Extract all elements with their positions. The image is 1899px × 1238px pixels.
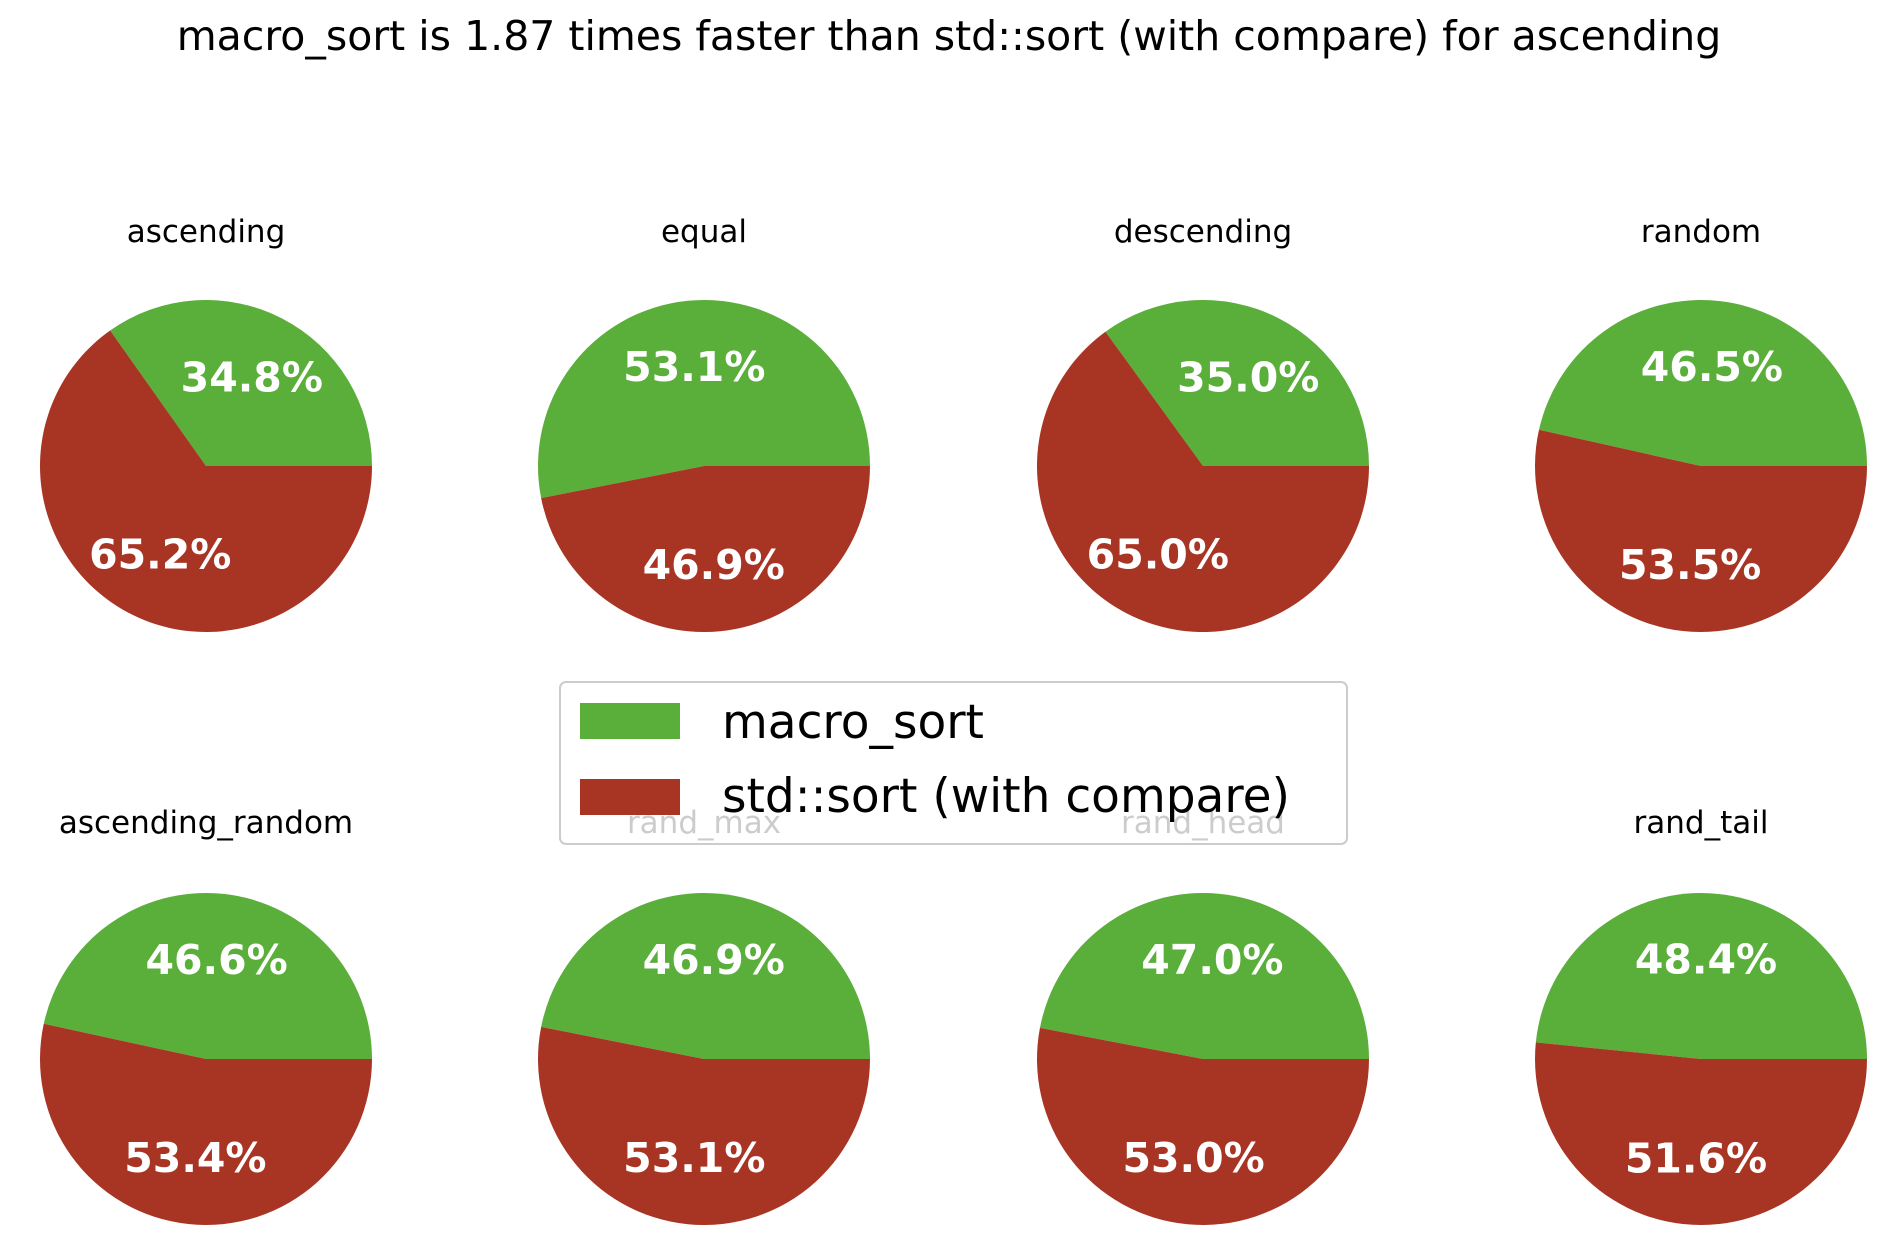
pie-slice-label: 48.4% — [1635, 936, 1777, 984]
pie-slice-label: 53.0% — [1122, 1134, 1264, 1182]
pie-title: random — [1641, 214, 1761, 250]
pie-slice-label: 51.6% — [1625, 1135, 1767, 1183]
pie-slice-macro-sort — [1539, 300, 1867, 466]
legend-frame — [559, 681, 1348, 845]
pie-slice-std-sort-with-compare — [537, 1026, 870, 1226]
pie-slice-label: 53.1% — [623, 343, 765, 391]
pie-slice-std-sort-with-compare — [39, 330, 372, 633]
pie-slice-macro-sort — [537, 299, 870, 499]
pie-title: descending — [1114, 214, 1292, 250]
pie-slice-std-sort-with-compare — [1036, 331, 1369, 632]
pie-slice-label: 65.0% — [1087, 531, 1229, 579]
legend-swatch-std-sort — [580, 779, 680, 815]
pie-slice-label: 34.8% — [181, 354, 323, 402]
pie-slice-std-sort-with-compare — [1036, 1027, 1369, 1225]
legend-label-macro-sort: macro_sort — [722, 695, 984, 750]
legend-label-std-sort: std::sort (with compare) — [722, 769, 1290, 824]
pie-slice-std-sort-with-compare — [1535, 1042, 1867, 1226]
pie-slice-label: 35.0% — [1177, 353, 1319, 401]
pie-slice-macro-sort — [1105, 299, 1369, 466]
pie-title: ascending — [127, 214, 286, 250]
pie-slice-macro-sort — [43, 892, 373, 1059]
pie-slice-label: 46.9% — [643, 936, 785, 984]
pie-rand-tail: rand_tail 48.4% 51.6% — [1535, 805, 1867, 1226]
pie-title: ascending_random — [59, 805, 353, 841]
pie-slice-macro-sort — [1535, 893, 1867, 1059]
pie-ascending: ascending 34.8% 65.2% — [39, 214, 373, 633]
pie-slice-std-sort-with-compare — [541, 466, 870, 632]
pie-slice-label: 46.5% — [1641, 343, 1783, 391]
pie-equal: equal 53.1% 46.9% — [537, 214, 870, 632]
pie-slice-std-sort-with-compare — [39, 1023, 373, 1225]
legend-swatch-macro-sort — [580, 703, 680, 739]
pie-slice-label: 46.6% — [145, 936, 287, 984]
pie-slice-macro-sort — [110, 300, 373, 466]
pie-title: rand_tail — [1634, 805, 1769, 841]
pie-slice-label: 46.9% — [643, 541, 785, 589]
pie-slice-macro-sort — [1039, 892, 1369, 1059]
pie-descending: descending 35.0% 65.0% — [1036, 214, 1369, 632]
pie-rand-head: rand_head47.0%53.0% — [1036, 805, 1369, 1225]
pie-slice-label: 53.5% — [1619, 541, 1761, 589]
legend: macro_sort std::sort (with compare) — [559, 681, 1348, 845]
pie-slice-std-sort-with-compare — [1534, 429, 1867, 633]
pie-rand-max: rand_max46.9%53.1% — [537, 805, 870, 1226]
pie-ascending-random: ascending_random 46.6% 53.4% — [39, 805, 373, 1225]
pie-slice-macro-sort — [541, 893, 870, 1059]
pie-slice-label: 47.0% — [1141, 936, 1283, 984]
pie-title: equal — [661, 214, 747, 250]
pie-slice-label: 53.1% — [623, 1134, 765, 1182]
chart-title: macro_sort is 1.87 times faster than std… — [177, 12, 1722, 60]
pie-random: random 46.5% 53.5% — [1534, 214, 1867, 633]
pie-slice-label: 65.2% — [89, 531, 231, 579]
pie-slice-label: 53.4% — [124, 1134, 266, 1182]
